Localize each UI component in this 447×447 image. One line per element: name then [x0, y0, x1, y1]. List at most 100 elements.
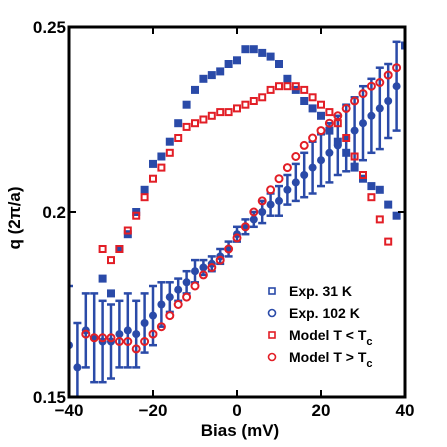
x-tick-label: 20 [312, 401, 331, 420]
data-point [275, 196, 283, 205]
data-point [107, 256, 115, 265]
data-point [283, 82, 292, 91]
legend-label: Exp. 102 K [289, 305, 360, 321]
data-point [165, 148, 174, 157]
data-point [174, 119, 183, 128]
data-point [266, 85, 275, 94]
data-point [283, 74, 292, 83]
data-point [375, 78, 385, 87]
data-point [207, 71, 216, 80]
data-point [258, 93, 267, 102]
legend-item-3: Model T < Tc [268, 327, 373, 348]
data-point [173, 300, 183, 309]
data-point [308, 93, 317, 102]
data-point [148, 329, 158, 339]
data-point [123, 226, 132, 235]
data-point [291, 82, 300, 91]
data-point [325, 148, 334, 157]
data-point [215, 255, 225, 265]
data-point [291, 178, 300, 187]
data-point [241, 45, 250, 54]
data-point [300, 97, 309, 105]
series-1 [98, 41, 405, 298]
data-point [317, 100, 325, 109]
data-point [149, 174, 157, 183]
data-point [89, 333, 99, 343]
plot-marks [69, 40, 405, 397]
x-tick-label: 40 [396, 401, 415, 420]
data-point [240, 222, 250, 232]
data-point [232, 233, 242, 243]
data-point [308, 163, 317, 172]
data-point [300, 85, 309, 94]
data-point [350, 163, 359, 172]
data-point [174, 285, 183, 294]
data-point [81, 329, 91, 339]
legend-item-1: Exp. 31 K [268, 283, 352, 299]
data-point [157, 163, 166, 172]
data-point [274, 174, 284, 184]
data-point [258, 208, 267, 216]
data-point [140, 337, 150, 346]
data-point [350, 152, 359, 161]
data-point [266, 52, 275, 61]
data-point [224, 244, 234, 254]
data-point [140, 193, 149, 202]
legend-marker [268, 287, 276, 295]
data-point [291, 152, 301, 161]
data-point [123, 326, 132, 335]
data-point [198, 270, 208, 280]
data-point [299, 140, 309, 150]
data-point [216, 67, 225, 76]
plot-layer [69, 40, 405, 397]
legend-marker [268, 331, 276, 339]
legend-marker [267, 308, 277, 318]
legend-item-4: Model T > Tc [267, 349, 373, 370]
data-point [350, 96, 360, 106]
data-point [333, 111, 343, 121]
data-point [224, 108, 233, 117]
series-2 [69, 40, 401, 397]
legend-label: Model T > Tc [289, 349, 373, 370]
data-point [149, 311, 157, 320]
data-point [359, 119, 367, 128]
data-point [174, 134, 183, 142]
data-point [182, 122, 191, 131]
data-point [249, 215, 258, 224]
x-tick-label: −20 [139, 401, 168, 420]
data-point [140, 319, 149, 327]
data-point [149, 159, 157, 168]
data-point [367, 182, 376, 191]
y-tick-label: 0.2 [42, 203, 66, 222]
data-point [115, 245, 124, 253]
data-point [73, 363, 82, 372]
data-point [266, 185, 276, 195]
data-point [300, 171, 309, 179]
legend-item-2: Exp. 102 K [267, 305, 360, 321]
legend-label: Exp. 31 K [289, 283, 352, 299]
data-point [249, 97, 258, 105]
data-point [392, 63, 402, 73]
data-point [182, 278, 191, 287]
data-point [375, 215, 384, 224]
data-point [316, 126, 326, 136]
data-point [131, 344, 141, 354]
data-point [233, 56, 241, 65]
data-point [401, 41, 405, 50]
data-point [383, 70, 393, 80]
data-point [216, 108, 225, 117]
data-point [366, 81, 376, 91]
data-point [325, 108, 334, 117]
data-point [165, 293, 174, 302]
data-point [308, 133, 318, 143]
data-point [258, 48, 267, 57]
data-point [359, 171, 367, 179]
x-tick-label: −40 [55, 401, 84, 420]
data-point [384, 97, 393, 105]
data-point [317, 156, 325, 165]
data-point [367, 111, 376, 120]
data-point [392, 82, 401, 91]
data-point [317, 111, 325, 120]
data-point [358, 89, 368, 99]
